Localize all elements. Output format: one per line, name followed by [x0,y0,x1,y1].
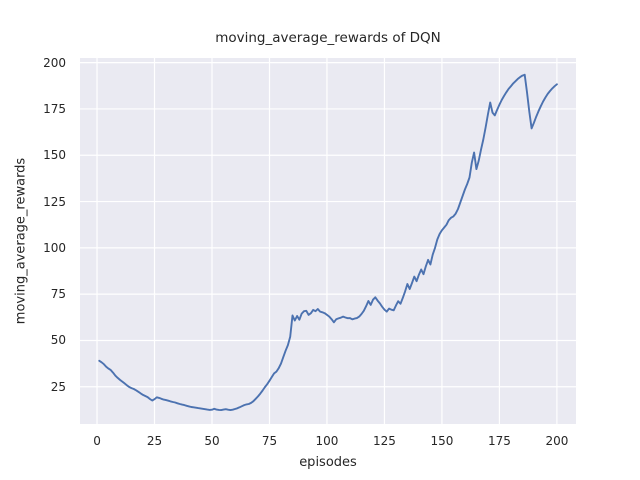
x-tick-label: 175 [487,434,511,448]
plot-area [80,58,576,424]
y-tick-label: 150 [43,148,66,163]
reward-curve-line [98,73,558,412]
y-tick-label: 175 [43,101,66,116]
x-axis-label: episodes [299,455,357,470]
y-tick-label: 200 [43,55,66,70]
y-tick-label: 50 [50,333,66,348]
x-tick-label: 150 [430,434,454,448]
y-tick-label: 75 [50,287,66,302]
y-tick-label: 125 [43,194,66,209]
chart-title: moving_average_rewards of DQN [215,30,441,46]
x-tick-label: 100 [315,434,339,448]
vertical-gridlines [96,58,558,424]
x-tick-label: 75 [261,434,278,448]
x-tick-label: 200 [545,434,569,448]
y-tick-label: 100 [43,240,66,255]
x-tick-label: 125 [372,434,396,448]
x-tick-label: 25 [146,434,163,448]
y-axis-label: moving_average_rewards [13,157,29,325]
line-chart-svg [80,58,576,424]
y-tick-label: 25 [50,379,66,394]
x-tick-label: 50 [204,434,220,448]
horizontal-gridlines [80,62,576,388]
x-tick-label: 0 [93,434,101,448]
